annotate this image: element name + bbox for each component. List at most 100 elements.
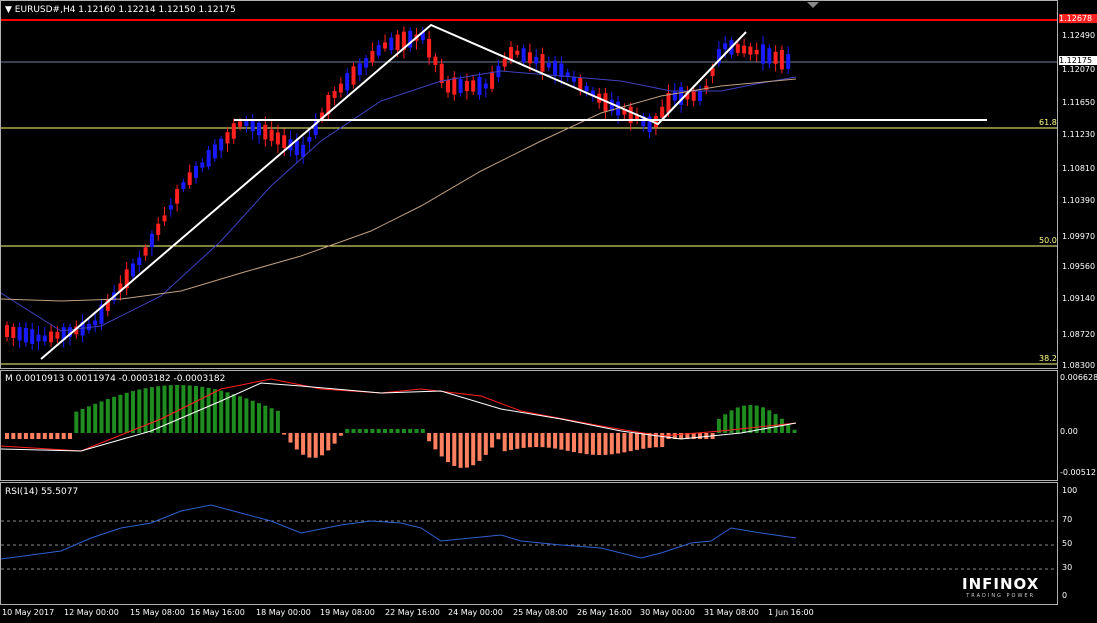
macd-histogram-bar [546,433,551,448]
candle-body [509,47,513,61]
macd-histogram-bar [647,433,652,448]
candle-body [691,91,696,101]
macd-histogram-bar [288,433,293,443]
macd-histogram-bar [326,433,331,451]
shift-marker-icon [807,2,819,8]
macd-histogram-bar [80,408,85,433]
macd-histogram-bar [553,433,558,449]
candle-body [225,132,230,144]
macd-histogram-bar [446,433,450,463]
rsi-axis-label: 50 [1062,539,1073,548]
candle-body [156,223,161,236]
time-axis-label: 1 Jun 16:00 [768,608,814,617]
time-axis-label: 25 May 08:00 [513,608,568,617]
candle-body [433,56,438,66]
macd-histogram-bar [61,433,66,439]
symbol-header-text: EURUSD#,H4 1.12160 1.12214 1.12150 1.121… [14,5,236,15]
macd-histogram-bar [307,433,312,458]
candle-body [23,327,28,343]
macd-histogram-bar [698,433,702,439]
candle-body [767,48,772,64]
candle-body [603,93,608,112]
rsi-chart [1,504,1057,570]
macd-histogram-bar [439,433,444,457]
price-label: 1.11650 [1062,98,1096,107]
logo-main: INFINOX [962,575,1040,593]
candle-body [464,80,469,92]
candle-body [590,90,595,97]
price-label: 1.09560 [1062,262,1096,271]
macd-histogram-bar [74,411,79,433]
macd-histogram-bar [477,433,482,461]
macd-histogram-bar [99,401,104,433]
time-axis-label: 12 May 00:00 [64,608,119,617]
macd-histogram-bar [603,433,608,455]
macd-histogram-bar [156,386,161,433]
candle-body [754,49,759,55]
price-chart: 61.8 50.0 38.2 [1,2,1057,365]
fib-label: 50.0 [1039,236,1057,245]
macd-histogram-bar [86,406,91,433]
pattern-zigzag-line [40,23,747,360]
candle-body [118,283,123,292]
candle-body [408,30,413,48]
macd-histogram-bar [23,433,28,439]
candle-body [200,162,205,168]
macd-histogram-bar [55,433,60,439]
time-axis-label: 22 May 16:00 [385,608,440,617]
candle-body [698,90,702,102]
macd-histogram-bar [294,433,299,450]
candle-body [572,76,576,82]
dropdown-arrow-icon[interactable]: ▼ [5,5,12,15]
candle-body [351,66,356,85]
candle-body [477,76,482,96]
macd-histogram-bar [666,433,671,439]
macd-histogram-bar [225,392,230,433]
candle-body [30,329,35,344]
macd-histogram-bar [168,385,173,433]
candle-body [609,99,614,112]
macd-histogram-bar [527,433,532,448]
candle-body [5,325,9,337]
candle-body [389,37,394,51]
macd-pane[interactable]: M 0.0010913 0.0011974 -0.0003182 -0.0003… [0,370,1058,481]
candle-body [187,172,192,186]
macd-histogram-bar [143,388,148,433]
fib-label: 38.2 [1039,354,1057,363]
price-chart-pane[interactable]: 61.8 50.0 38.2 ▼ EURUSD#,H4 1.12160 1.1221… [0,0,1058,369]
candle-body [275,132,280,145]
candle-body [175,189,180,204]
macd-histogram-bar [269,408,274,433]
macd-histogram-bar [464,433,469,468]
macd-histogram-bar [320,433,324,456]
candle-body [238,121,243,127]
candle-body [748,46,753,55]
macd-histogram-bar [490,433,495,448]
macd-histogram-bar [68,433,72,439]
macd-histogram-bar [257,403,261,433]
macd-histogram-bar [131,391,135,433]
rsi-pane[interactable]: RSI(14) 55.5077 [0,482,1058,605]
candle-body [716,49,721,64]
price-label: 1.12678 [1059,14,1097,23]
candle-body [578,77,583,91]
macd-histogram-bar [609,433,614,455]
price-label: 1.12490 [1062,31,1096,40]
candle-body [212,144,217,159]
candle-body [206,149,211,167]
macd-histogram-bar [301,433,306,455]
candle-body [515,50,520,55]
macd-histogram-bar [584,433,589,455]
candle-body [357,63,362,76]
rsi-axis-label: 100 [1062,486,1078,495]
candle-body [219,138,224,151]
macd-histogram-bar [509,433,513,450]
macd-histogram-bar [565,433,570,451]
candle-body [149,233,154,248]
time-axis-label: 24 May 00:00 [448,608,503,617]
time-axis-label: 26 May 16:00 [577,608,632,617]
candle-body [553,60,558,75]
candle-body [257,122,261,136]
macd-histogram-bar [49,433,54,439]
candle-body [326,94,331,115]
